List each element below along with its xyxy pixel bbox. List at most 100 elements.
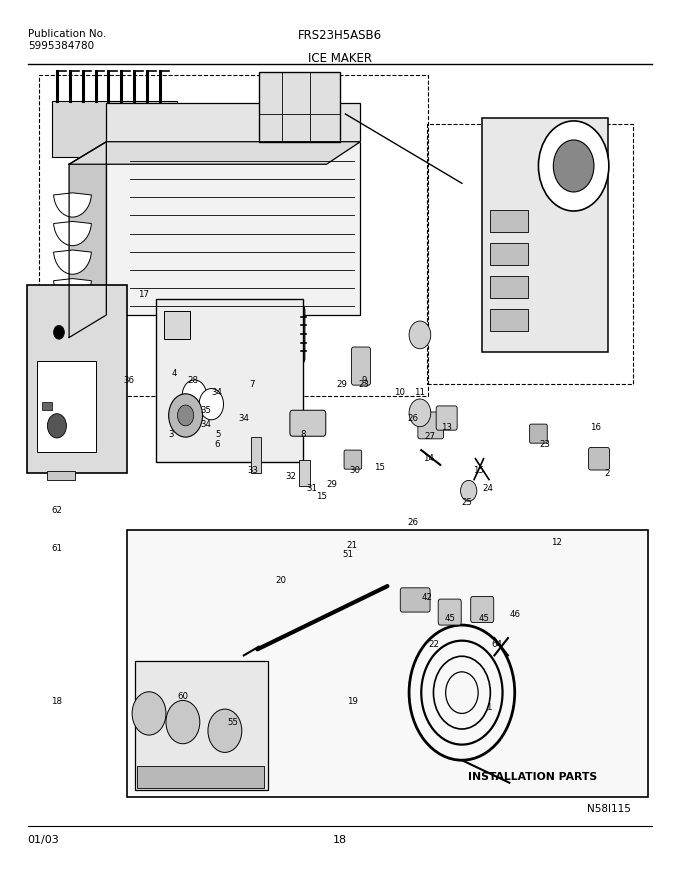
Text: 5: 5 [216, 430, 221, 439]
Text: 25: 25 [462, 498, 473, 507]
Text: INSTALLATION PARTS: INSTALLATION PARTS [469, 772, 598, 781]
Bar [258, 72, 340, 142]
Text: 64: 64 [492, 640, 503, 648]
Text: 15: 15 [374, 463, 385, 472]
Text: 29: 29 [326, 481, 337, 489]
Text: 12: 12 [551, 538, 562, 547]
Text: 16: 16 [590, 423, 602, 432]
Text: 23: 23 [539, 441, 550, 449]
Text: 24: 24 [482, 484, 493, 493]
FancyBboxPatch shape [436, 406, 457, 430]
Text: ICE MAKER: ICE MAKER [308, 51, 372, 64]
Bar [37, 361, 96, 452]
Text: 13: 13 [441, 423, 452, 432]
Bar [482, 118, 607, 352]
Circle shape [460, 481, 477, 501]
Bar [164, 311, 190, 339]
Wedge shape [54, 193, 91, 217]
Text: 32: 32 [286, 472, 296, 481]
Circle shape [208, 709, 242, 753]
Bar [27, 285, 127, 474]
Text: 60: 60 [177, 692, 188, 700]
Text: 6: 6 [214, 441, 220, 449]
Bar [490, 276, 528, 298]
Text: 45: 45 [444, 614, 455, 623]
FancyBboxPatch shape [530, 424, 547, 443]
Bar [426, 124, 633, 384]
Text: 46: 46 [509, 610, 520, 620]
Bar [251, 437, 260, 474]
Circle shape [132, 692, 166, 735]
Bar [52, 101, 177, 157]
Text: 34: 34 [211, 388, 222, 397]
Text: 11: 11 [414, 388, 426, 397]
Bar [48, 471, 75, 480]
Text: 5995384780: 5995384780 [29, 41, 95, 51]
Text: 2: 2 [605, 469, 610, 478]
Text: 26: 26 [407, 518, 419, 527]
Text: 19: 19 [347, 697, 358, 706]
Bar [156, 299, 303, 462]
Bar [490, 243, 528, 265]
Text: 34: 34 [238, 415, 250, 423]
Wedge shape [54, 222, 91, 246]
Text: 27: 27 [424, 432, 435, 441]
FancyBboxPatch shape [418, 412, 443, 439]
Bar [490, 308, 528, 330]
Text: 7: 7 [249, 380, 255, 388]
Bar [42, 401, 52, 410]
FancyBboxPatch shape [352, 347, 371, 385]
Text: 15: 15 [316, 493, 326, 501]
Text: N58I115: N58I115 [588, 804, 631, 813]
FancyBboxPatch shape [438, 599, 461, 625]
Text: 22: 22 [428, 640, 439, 648]
Text: 18: 18 [52, 697, 63, 706]
FancyBboxPatch shape [236, 305, 305, 363]
Text: Publication No.: Publication No. [29, 29, 107, 39]
Bar [135, 661, 267, 790]
Text: 36: 36 [123, 376, 134, 385]
Bar [46, 317, 76, 343]
Text: 35: 35 [201, 406, 211, 415]
Circle shape [539, 121, 609, 211]
Circle shape [48, 414, 67, 438]
Wedge shape [54, 250, 91, 275]
Text: 8: 8 [300, 430, 305, 439]
FancyBboxPatch shape [290, 410, 326, 436]
Text: 21: 21 [347, 541, 358, 550]
FancyBboxPatch shape [589, 448, 609, 470]
Circle shape [409, 399, 430, 427]
Circle shape [166, 700, 200, 744]
Text: 10: 10 [394, 388, 405, 397]
Circle shape [54, 325, 65, 339]
Text: 26: 26 [407, 415, 419, 423]
Text: 14: 14 [422, 454, 434, 463]
Text: FRS23H5ASB6: FRS23H5ASB6 [298, 29, 382, 42]
Polygon shape [69, 142, 360, 164]
Text: 42: 42 [421, 593, 432, 602]
Bar [490, 210, 528, 232]
Text: 1: 1 [486, 703, 492, 712]
Text: 23: 23 [358, 380, 369, 388]
Circle shape [554, 140, 594, 192]
Text: 4: 4 [171, 369, 177, 378]
FancyBboxPatch shape [344, 450, 362, 469]
Circle shape [199, 388, 224, 420]
Text: 9: 9 [361, 376, 367, 385]
Text: 61: 61 [52, 544, 63, 554]
Bar [137, 766, 264, 788]
Text: 3: 3 [168, 430, 173, 439]
Text: 01/03: 01/03 [27, 835, 59, 845]
Text: 51: 51 [343, 549, 354, 559]
Bar [299, 461, 309, 487]
Text: 20: 20 [275, 575, 286, 585]
Bar [39, 75, 428, 395]
Wedge shape [54, 279, 91, 302]
Bar [106, 103, 360, 142]
Text: 55: 55 [228, 718, 239, 726]
Text: 18: 18 [333, 835, 347, 845]
Circle shape [169, 394, 203, 437]
Text: 33: 33 [248, 467, 259, 475]
Text: 28: 28 [187, 376, 198, 385]
Text: 29: 29 [336, 380, 347, 388]
